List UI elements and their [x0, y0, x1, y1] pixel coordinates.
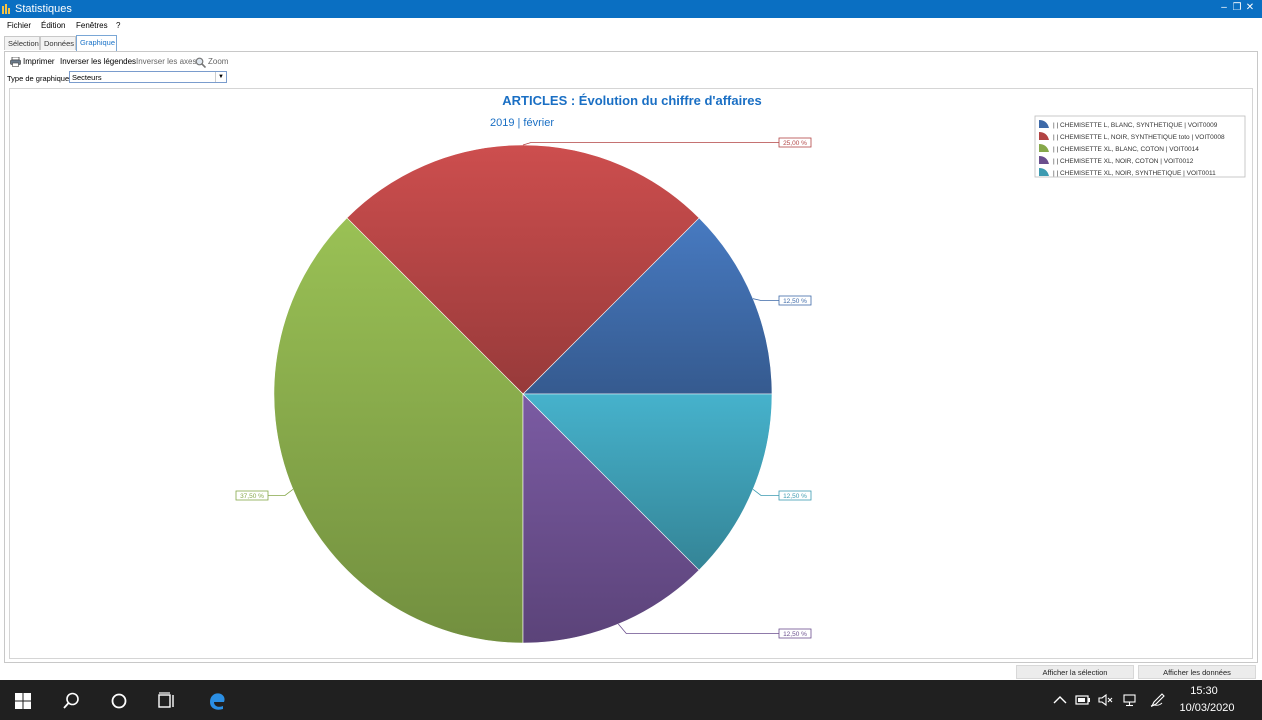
swap-legends-button[interactable]: Inverser les légendes — [60, 57, 137, 66]
menu-fenetres[interactable]: Fenêtres — [76, 21, 108, 30]
data-label: 12,50 % — [783, 631, 807, 638]
menu-help[interactable]: ? — [116, 21, 121, 30]
chart-title: ARTICLES : Évolution du chiffre d'affair… — [502, 93, 762, 108]
legend-entry: | | CHEMISETTE XL, NOIR, SYNTHETIQUE | V… — [1053, 170, 1216, 177]
chart-area: ARTICLES : Évolution du chiffre d'affair… — [9, 88, 1253, 659]
data-label-box — [235, 490, 269, 501]
show-selection-button[interactable]: Afficher la sélection — [1016, 665, 1134, 679]
data-label-box — [778, 137, 812, 148]
chart-type-value: Secteurs — [72, 73, 102, 82]
legend-box — [1034, 115, 1246, 178]
data-label: 25,00 % — [783, 140, 807, 147]
tab-graphique[interactable]: Graphique — [76, 35, 117, 51]
network-icon[interactable] — [1122, 693, 1138, 707]
volume-muted-icon[interactable] — [1098, 693, 1114, 707]
close-icon[interactable]: ✕ — [1245, 2, 1255, 13]
leader-line — [752, 488, 779, 496]
show-data-button[interactable]: Afficher les données — [1138, 665, 1256, 679]
menu-bar: Fichier Édition Fenêtres ? — [0, 18, 1262, 33]
restore-icon[interactable]: ❐ — [1232, 2, 1242, 13]
leader-line — [752, 298, 779, 301]
app-icon — [2, 4, 10, 14]
tab-selection[interactable]: Sélection — [4, 36, 40, 50]
pie-slice — [522, 393, 700, 644]
legend-swatch — [1039, 120, 1049, 128]
print-button[interactable]: Imprimer — [23, 57, 55, 66]
data-label-box — [778, 295, 812, 306]
pie-slice — [522, 393, 773, 571]
printer-icon[interactable] — [10, 57, 21, 67]
chart-subtitle: 2019 | février — [490, 117, 554, 129]
legend-entry: | | CHEMISETTE XL, BLANC, COTON | VOIT00… — [1053, 146, 1199, 153]
window-title: Statistiques — [15, 3, 72, 15]
title-bar: Statistiques – ❐ ✕ — [0, 0, 1262, 18]
data-label-box — [778, 628, 812, 639]
windows-start-icon[interactable] — [12, 690, 34, 712]
pie-chart: ARTICLES : Évolution du chiffre d'affair… — [235, 93, 1246, 644]
taskbar: 15:30 10/03/2020 — [0, 680, 1262, 720]
legend-entry: | | CHEMISETTE XL, NOIR, COTON | VOIT001… — [1053, 158, 1194, 165]
battery-icon[interactable] — [1075, 693, 1091, 707]
legend-entry: | | CHEMISETTE L, NOIR, SYNTHETIQUE toto… — [1053, 134, 1225, 141]
leader-line — [522, 142, 779, 146]
task-view-icon[interactable] — [156, 690, 178, 712]
legend-entry: | | CHEMISETTE L, BLANC, SYNTHETIQUE | V… — [1053, 122, 1218, 129]
search-icon[interactable] — [60, 690, 82, 712]
minimize-icon[interactable]: – — [1221, 2, 1227, 13]
chevron-down-icon[interactable]: ▼ — [215, 72, 226, 82]
chevron-up-icon[interactable] — [1052, 693, 1068, 707]
zoom-button[interactable]: Zoom — [208, 57, 229, 66]
pie-slice — [273, 217, 524, 644]
menu-edition[interactable]: Édition — [41, 21, 66, 30]
legend-swatch — [1039, 168, 1049, 176]
cortana-icon[interactable] — [108, 690, 130, 712]
leader-line — [617, 623, 779, 634]
legend-swatch — [1039, 132, 1049, 140]
data-label: 37,50 % — [240, 493, 264, 500]
data-label: 12,50 % — [783, 298, 807, 305]
pen-icon[interactable] — [1150, 693, 1166, 707]
clock-time[interactable]: 15:30 — [1190, 685, 1218, 697]
clock-date[interactable]: 10/03/2020 — [1179, 702, 1235, 714]
zoom-icon[interactable] — [195, 57, 206, 68]
pie-slice — [522, 217, 773, 395]
data-label-box — [778, 490, 812, 501]
chart-type-select[interactable]: Secteurs ▼ — [69, 71, 227, 83]
legend-swatch — [1039, 144, 1049, 152]
legend-swatch — [1039, 156, 1049, 164]
leader-line — [268, 488, 294, 496]
data-label: 12,50 % — [783, 493, 807, 500]
swap-axes-button[interactable]: Inverser les axes — [136, 57, 197, 66]
chart-type-label: Type de graphique — [7, 74, 70, 83]
tab-donnees[interactable]: Données — [40, 36, 76, 50]
edge-browser-icon[interactable] — [206, 690, 228, 712]
menu-fichier[interactable]: Fichier — [7, 21, 32, 30]
